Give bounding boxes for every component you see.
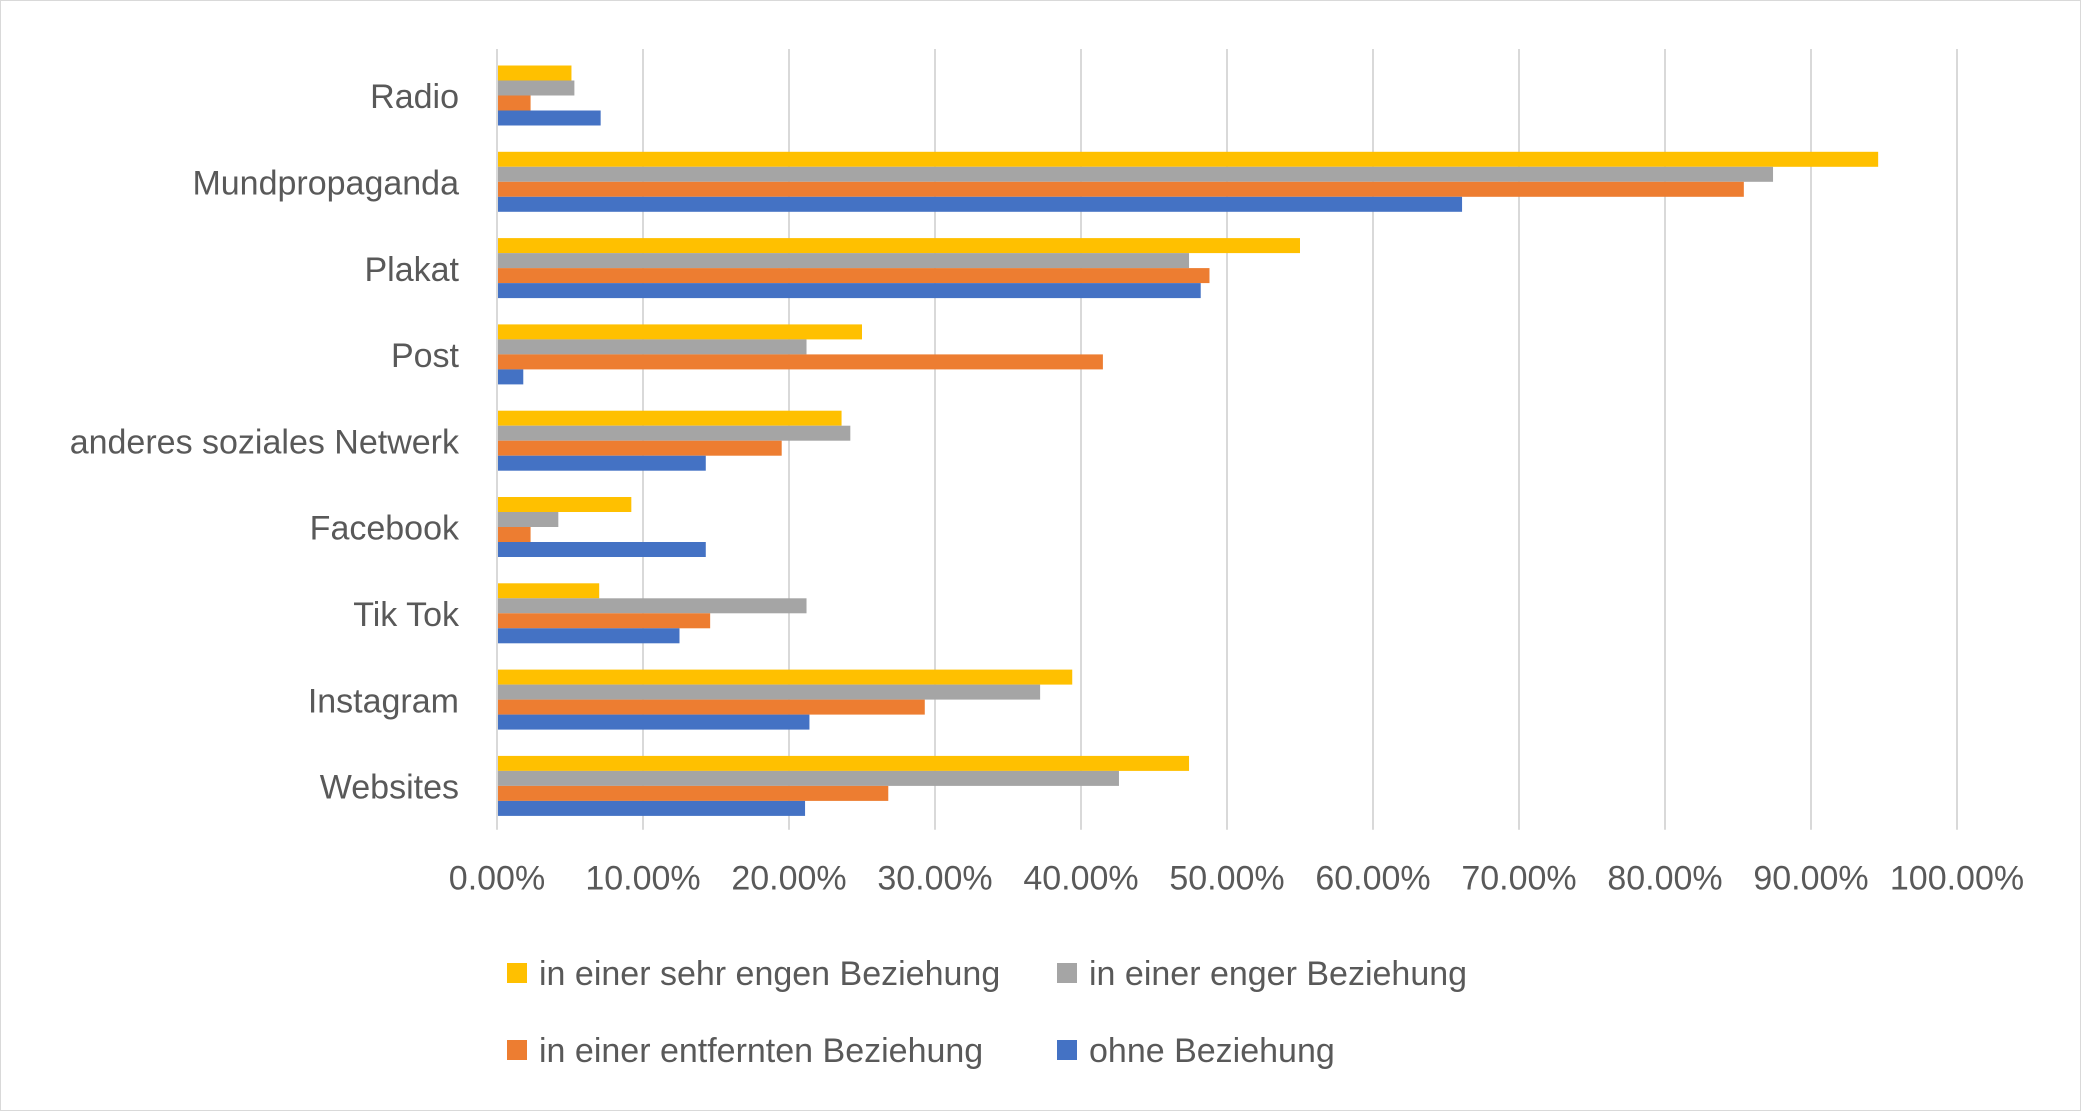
x-tick-label: 100.00%	[1890, 860, 2024, 898]
x-tick-label: 80.00%	[1607, 860, 1722, 898]
legend: in einer sehr engen Beziehung in einer en…	[507, 955, 1467, 1070]
bar	[497, 425, 851, 441]
legend-swatch	[1057, 1040, 1077, 1060]
bar	[497, 65, 572, 81]
bar	[497, 440, 782, 456]
category-label: anderes soziales Netwerk	[70, 423, 460, 461]
category-label: Post	[391, 337, 460, 375]
bar	[497, 714, 810, 730]
bar	[497, 196, 1463, 212]
bar	[497, 369, 524, 385]
category-label: Radio	[370, 78, 459, 116]
x-tick-label: 90.00%	[1753, 860, 1868, 898]
bar	[497, 512, 559, 527]
legend-swatch	[1057, 963, 1077, 983]
bar	[497, 785, 889, 801]
bar	[497, 354, 1103, 370]
legend-label: in einer sehr engen Beziehung	[539, 955, 1000, 993]
legend-swatch	[507, 963, 527, 983]
bar	[497, 628, 680, 644]
bar	[497, 455, 706, 471]
x-tick-labels: 0.00% 10.00% 20.00% 30.00% 40.00% 50.00% 60.00…	[449, 860, 2024, 898]
x-tick-label: 50.00%	[1169, 860, 1284, 898]
bar	[497, 339, 807, 355]
category-label: Instagram	[308, 682, 459, 720]
category-label: Tik Tok	[353, 596, 460, 634]
bar	[497, 80, 575, 96]
x-tick-label: 60.00%	[1315, 860, 1430, 898]
x-tick-label: 0.00%	[449, 860, 545, 898]
bar	[497, 699, 925, 715]
bar	[497, 410, 842, 426]
bar	[497, 583, 600, 599]
bar	[497, 669, 1073, 685]
bar	[497, 283, 1201, 299]
x-tick-label: 20.00%	[731, 860, 846, 898]
legend-label: in einer enger Beziehung	[1089, 955, 1467, 993]
x-tick-label: 10.00%	[585, 860, 700, 898]
bar	[497, 166, 1774, 182]
x-tick-label: 70.00%	[1461, 860, 1576, 898]
bar	[497, 151, 1879, 167]
bar	[497, 527, 531, 542]
bar	[497, 181, 1744, 197]
bar	[497, 598, 807, 614]
bar	[497, 238, 1300, 254]
bar	[497, 770, 1119, 786]
legend-label: ohne Beziehung	[1089, 1032, 1335, 1070]
bar	[497, 110, 601, 126]
bar	[497, 755, 1190, 771]
category-label: Plakat	[365, 251, 460, 289]
x-tick-label: 40.00%	[1023, 860, 1138, 898]
category-labels: Radio Mundpropaganda Plakat Post anderes soz…	[70, 78, 460, 806]
bar	[497, 542, 706, 557]
category-label: Websites	[320, 769, 459, 807]
bar	[497, 253, 1190, 269]
bar	[497, 684, 1041, 700]
legend-label: in einer entfernten Beziehung	[539, 1032, 983, 1070]
bar	[497, 324, 862, 340]
category-label: Mundpropaganda	[192, 164, 459, 202]
bar	[497, 613, 711, 629]
bars	[497, 65, 1879, 816]
bar	[497, 95, 531, 111]
bar	[497, 800, 806, 816]
bar	[497, 497, 632, 512]
x-tick-label: 30.00%	[877, 860, 992, 898]
bar	[497, 268, 1210, 284]
category-label: Facebook	[310, 510, 460, 548]
legend-swatch	[507, 1040, 527, 1060]
